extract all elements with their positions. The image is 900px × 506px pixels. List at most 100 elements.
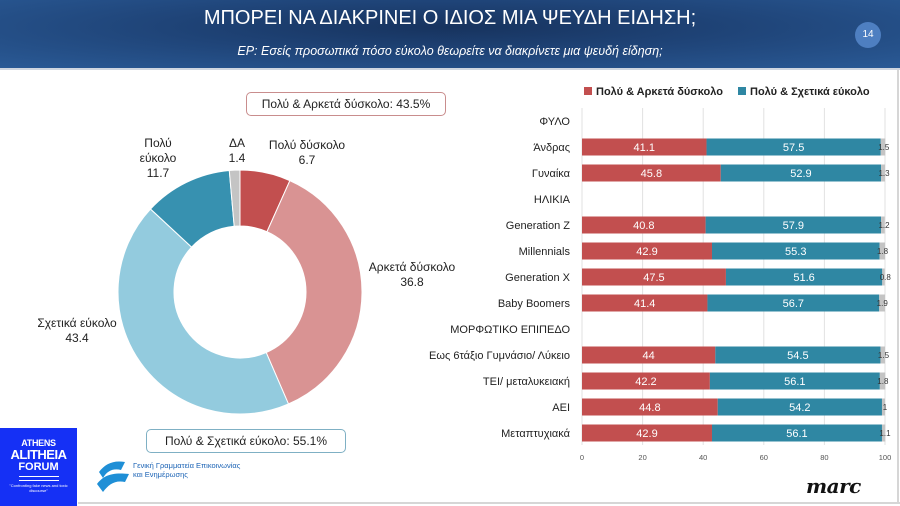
bottom-divider <box>78 502 900 504</box>
data-label-dk: 1.5 <box>878 351 890 360</box>
data-label-hard: 42.2 <box>635 376 656 388</box>
page-number-badge: 14 <box>855 22 881 48</box>
data-label-hard: 45.8 <box>641 168 662 180</box>
bar-segment-easy <box>707 294 880 312</box>
bar-segment-dk <box>879 294 885 312</box>
donut-label-line: ΔΑ <box>228 136 246 150</box>
x-tick-label: 60 <box>760 453 768 462</box>
bar-segment-hard <box>582 372 710 390</box>
category-label: Millennials <box>519 246 571 258</box>
bar-segment-easy <box>717 398 882 416</box>
data-label-hard: 47.5 <box>643 272 664 284</box>
bar-segment-hard <box>582 268 726 286</box>
bar-segment-dk <box>879 372 886 390</box>
data-label-hard: 44.8 <box>639 402 660 414</box>
donut-label-line: Πολύ δύσκολο <box>268 138 346 152</box>
athens-alitheia-forum-logo: ATHENS ALITHEIA FORUM "Confronting fake … <box>0 428 77 506</box>
legend-item-easy: Πολύ & Σχετικά εύκολο <box>738 86 870 98</box>
data-label-hard: 41.4 <box>634 298 655 310</box>
data-label-dk: 1.9 <box>877 299 889 308</box>
data-label-easy: 55.3 <box>785 246 806 258</box>
donut-label-line: 36.8 <box>400 275 424 289</box>
data-label-hard: 42.9 <box>636 428 657 440</box>
category-label: Baby Boomers <box>498 298 571 310</box>
data-label-hard: 41.1 <box>634 142 655 154</box>
gov-line: Γενική Γραμματεία Επικοινωνίας <box>133 461 241 470</box>
category-label: Γυναίκα <box>532 168 571 180</box>
category-label: ΑΕΙ <box>552 402 570 414</box>
bar-segment-hard <box>582 242 712 260</box>
bar-segment-easy <box>715 346 881 364</box>
data-label-easy: 54.5 <box>787 350 808 362</box>
bar-segment-dk <box>880 346 885 364</box>
gov-line: και Ενημέρωσης <box>133 470 188 479</box>
callout-hard-total: Πολύ & Αρκετά δύσκολο: 43.5% <box>246 92 446 116</box>
bar-segment-dk <box>879 242 885 260</box>
bar-segment-dk <box>882 268 885 286</box>
donut-label-1: Αρκετά δύσκολο 36.8 <box>362 260 462 290</box>
donut-slice-2 <box>117 208 290 415</box>
x-tick-label: 0 <box>580 453 584 462</box>
donut-label-line: Σχετικά εύκολο <box>37 316 117 330</box>
bar-segment-hard <box>582 398 718 416</box>
data-label-easy: 57.5 <box>783 142 804 154</box>
x-tick-label: 20 <box>638 453 646 462</box>
donut-label-line: εύκολο <box>139 151 177 165</box>
category-label: Άνδρας <box>533 142 570 154</box>
bar-segment-easy <box>725 268 883 286</box>
logo-tagline: "Confronting fake news and toxic discour… <box>9 483 68 493</box>
data-label-hard: 40.8 <box>633 220 654 232</box>
donut-label-2: Σχετικά εύκολο 43.4 <box>22 316 132 346</box>
data-label-easy: 56.1 <box>786 428 807 440</box>
donut-slice-4 <box>228 169 241 227</box>
bar-segment-hard <box>582 424 712 442</box>
legend-swatch-hard <box>584 87 592 95</box>
donut-label-line: 1.4 <box>228 151 246 165</box>
category-header: ΦΥΛΟ <box>539 116 570 128</box>
x-tick-label: 40 <box>699 453 707 462</box>
donut-slice-3 <box>149 169 235 248</box>
bar-segment-easy <box>720 164 882 182</box>
data-label-dk: 1.8 <box>877 247 889 256</box>
bar-segment-hard <box>582 294 708 312</box>
bar-segment-dk <box>881 424 886 442</box>
bar-segment-hard <box>582 346 716 364</box>
slide-header: ΜΠΟΡΕΙ ΝΑ ΔΙΑΚΡΙΝΕΙ Ο ΙΔΙΟΣ ΜΙΑ ΨΕΥΔΗ ΕΙ… <box>0 0 900 68</box>
bar-segment-easy <box>711 242 880 260</box>
legend-label-hard: Πολύ & Αρκετά δύσκολο <box>596 86 723 98</box>
donut-slice-1 <box>265 179 363 405</box>
bar-segment-dk <box>881 164 885 182</box>
category-label: Generation Z <box>506 220 570 232</box>
bar-segment-easy <box>711 424 882 442</box>
data-label-dk: 1.8 <box>877 377 889 386</box>
gov-secretariat-name: Γενική Γραμματεία Επικοινωνίας και Ενημέ… <box>133 461 240 479</box>
data-label-hard: 42.9 <box>636 246 657 258</box>
legend-swatch-easy <box>738 87 746 95</box>
x-tick-label: 100 <box>879 453 892 462</box>
category-label: Εως 6τάξιο Γυμνάσιο/ Λύκειο <box>429 350 570 362</box>
callout-easy-total: Πολύ & Σχετικά εύκολο: 55.1% <box>146 429 346 453</box>
donut-label-line: 6.7 <box>298 153 316 167</box>
category-label: Generation X <box>505 272 570 284</box>
slide-subtitle: ΕΡ: Εσείς προσωπικά πόσο εύκολο θεωρείτε… <box>237 44 663 58</box>
donut-label-line: 43.4 <box>65 331 89 345</box>
bar-segment-dk <box>880 138 886 156</box>
x-tick-label: 80 <box>820 453 828 462</box>
logo-line: FORUM <box>18 461 59 473</box>
data-label-easy: 52.9 <box>790 168 811 180</box>
donut-slice-0 <box>239 169 291 233</box>
marc-logo: marc <box>806 474 861 498</box>
bar-segment-dk <box>881 398 885 416</box>
category-header: ΗΛΙΚΙΑ <box>534 194 571 206</box>
legend-item-hard: Πολύ & Αρκετά δύσκολο <box>584 86 723 98</box>
data-label-dk: 1.5 <box>878 143 890 152</box>
data-label-hard: 44 <box>643 350 655 362</box>
data-label-dk: 1 <box>883 403 888 412</box>
right-divider <box>897 70 899 502</box>
donut-label-3: Πολύ εύκολο 11.7 <box>133 136 183 181</box>
data-label-easy: 56.7 <box>783 298 804 310</box>
data-label-easy: 54.2 <box>789 402 810 414</box>
category-label: Μεταπτυχιακά <box>501 428 571 440</box>
bar-segment-easy <box>705 216 882 234</box>
